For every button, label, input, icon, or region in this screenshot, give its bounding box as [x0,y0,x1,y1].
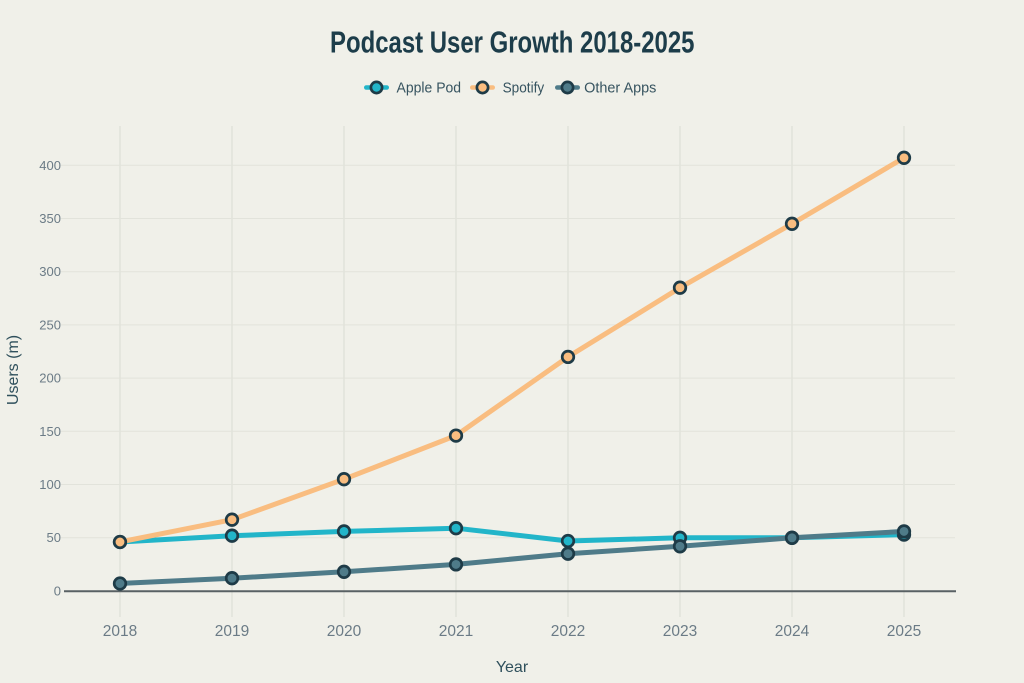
svg-text:200: 200 [39,371,61,386]
svg-text:2022: 2022 [551,623,585,640]
svg-text:400: 400 [39,158,61,173]
svg-text:250: 250 [39,317,61,332]
svg-text:2023: 2023 [663,623,697,640]
svg-text:Other Apps: Other Apps [584,81,656,97]
svg-text:Apple Pod: Apple Pod [397,81,462,97]
svg-text:2021: 2021 [439,623,473,640]
svg-text:Users (m): Users (m) [5,335,22,405]
svg-text:0: 0 [54,583,61,598]
svg-text:350: 350 [39,211,61,226]
svg-text:Year: Year [496,659,529,676]
svg-text:2019: 2019 [215,623,249,640]
svg-text:50: 50 [47,530,61,545]
svg-text:150: 150 [39,424,61,439]
svg-text:2025: 2025 [887,623,921,640]
svg-text:2024: 2024 [775,623,810,640]
svg-text:2018: 2018 [103,623,137,640]
svg-text:300: 300 [39,264,61,279]
svg-text:Podcast User Growth 2018-2025: Podcast User Growth 2018-2025 [330,25,695,60]
svg-text:Spotify: Spotify [503,81,545,97]
svg-text:100: 100 [39,477,61,492]
svg-text:2020: 2020 [327,623,362,640]
